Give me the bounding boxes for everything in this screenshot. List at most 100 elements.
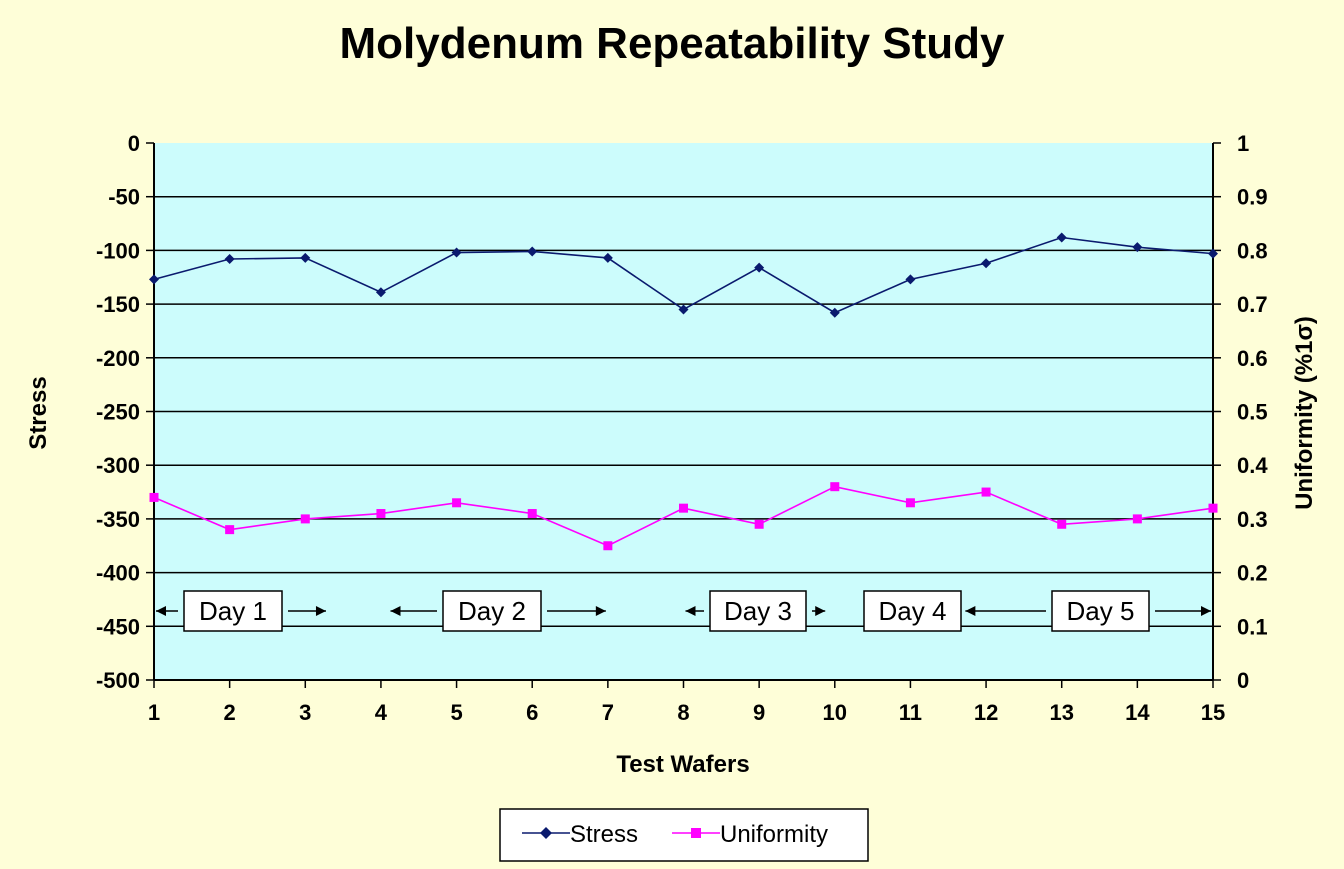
stress-point [300,252,311,263]
uniformity-point [300,514,310,524]
stress-point [1056,232,1067,243]
y2-tick-label: 0.7 [1237,292,1268,317]
y2-tick-label: 0.5 [1237,400,1268,425]
day-arrowhead [965,606,976,616]
day-label: Day 4 [879,596,947,626]
uniformity-point [149,492,159,502]
x-tick-label: 4 [375,700,388,725]
x-tick-label: 5 [450,700,462,725]
x-tick-label: 11 [899,700,922,725]
day-arrowhead [390,606,401,616]
y-tick-label: 0 [128,131,140,156]
y2-tick-label: 0.6 [1237,346,1268,371]
uniformity-point [452,498,462,508]
stress-point [1208,248,1218,259]
uniformity-point [1057,519,1067,529]
uniformity-point [376,509,386,519]
uniformity-point [603,541,613,551]
day-arrowhead [1201,606,1211,616]
day-label-box [1051,590,1150,632]
legend: Stress Uniformity [499,808,869,862]
uniformity-point [1208,503,1218,513]
day-arrowhead [315,606,326,616]
y2-tick-label: 0.2 [1237,561,1268,586]
x-tick-label: 1 [148,700,160,725]
uniformity-point [905,498,915,508]
y-tick-label: -50 [108,185,140,210]
day-label: Day 2 [458,596,526,626]
day-label-box [863,590,962,632]
y-tick-label: -400 [96,561,140,586]
stress-point [451,247,462,258]
series [149,232,1218,551]
day-label: Day 3 [724,596,792,626]
stress-point [754,262,765,273]
y-tick-label: -500 [96,668,140,693]
x-tick-label: 13 [1049,700,1073,725]
stress-point [905,274,916,285]
day-arrowhead [815,606,826,616]
uniformity-point [830,482,840,492]
day-arrowhead [595,606,606,616]
y2-tick-label: 0.3 [1237,507,1268,532]
y-tick-label: -300 [96,453,140,478]
x-tick-label: 8 [677,700,689,725]
y-tick-label: -100 [96,238,140,263]
stress-point [224,253,235,264]
uniformity-point [754,519,764,529]
stress-point [375,287,386,298]
day-arrowhead [685,606,696,616]
x-tick-label: 6 [526,700,538,725]
day-arrowhead [156,606,166,616]
y-tick-label: -150 [96,292,140,317]
y2-tick-label: 0.4 [1237,453,1268,478]
uniformity-point [981,487,991,497]
y-tick-label: -450 [96,614,140,639]
legend-box [499,808,869,862]
y2-tick-label: 1 [1237,131,1249,156]
stress-point [149,274,159,285]
stress-point [829,307,840,318]
stress-point [527,246,538,257]
y-axis-label: Stress [25,376,52,449]
y-tick-label: -250 [96,400,140,425]
uniformity-point [679,503,688,513]
x-tick-label: 12 [974,700,998,725]
day-label: Day 1 [199,596,267,626]
chart-title: Molydenum Repeatability Study [340,19,1006,68]
x-tick-label: 3 [299,700,311,725]
uniformity-point [225,525,235,535]
x-tick-label: 2 [224,700,236,725]
day-label-box [442,590,542,632]
legend-stress-label: Stress [570,821,638,848]
axes: 0 1 -50 0.9 -100 0.8 -150 0.7 -200 0.6 -250 0.5 -300… [96,131,1268,725]
y2-tick-label: 0.1 [1237,614,1268,639]
y2-tick-label: 0.8 [1237,238,1268,263]
x-axis-label: Test Wafers [616,751,749,778]
legend-stress-marker [540,827,552,839]
y2-axis-label: Uniformity (%1σ) [1291,316,1318,510]
legend-uniformity-label: Uniformity [720,821,828,848]
stress-point [602,252,613,263]
day-label: Day 5 [1067,596,1135,626]
x-tick-label: 9 [753,700,765,725]
day-label-box [183,590,283,632]
y2-tick-label: 0.9 [1237,185,1268,210]
gridlines [154,195,1213,628]
day-annotations: Day 1 Day 2 Day 3 Day 4 Day 5 [156,590,1211,632]
x-tick-label: 7 [602,700,614,725]
x-tick-label: 10 [823,700,847,725]
y-tick-label: -200 [96,346,140,371]
legend-uniformity-marker [691,828,701,838]
uniformity-point [1132,514,1142,524]
x-tick-label: 15 [1201,700,1225,725]
y-tick-label: -350 [96,507,140,532]
x-tick-label: 14 [1125,700,1150,725]
stress-point [1132,242,1143,253]
stress-point [678,304,689,315]
y2-tick-label: 0 [1237,668,1249,693]
stress-point [981,258,992,269]
day-label-box [709,590,807,632]
